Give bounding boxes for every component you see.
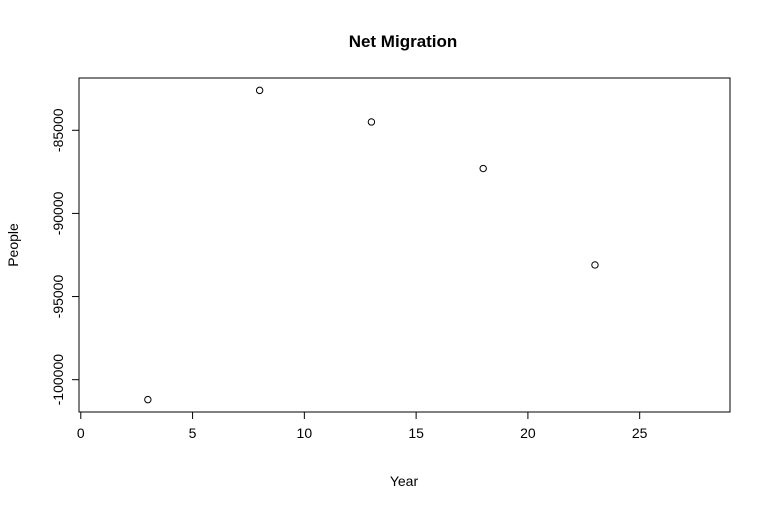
y-axis-label: People bbox=[5, 223, 21, 267]
x-tick-label: 5 bbox=[189, 425, 197, 441]
y-tick-label: -90000 bbox=[50, 191, 66, 235]
data-point bbox=[591, 261, 599, 269]
y-tick-label: -85000 bbox=[50, 108, 66, 152]
x-tick-label: 0 bbox=[77, 425, 85, 441]
x-tick-label: 15 bbox=[408, 425, 424, 441]
data-point bbox=[367, 118, 376, 126]
data-points bbox=[144, 86, 599, 404]
data-point bbox=[255, 86, 264, 95]
x-tick-label: 10 bbox=[297, 425, 313, 441]
x-axis: 0 5 10 15 20 25 bbox=[77, 411, 648, 441]
data-point bbox=[144, 395, 152, 404]
chart-title: Net Migration bbox=[349, 32, 458, 51]
x-axis-label: Year bbox=[390, 473, 419, 489]
x-tick-label: 25 bbox=[632, 425, 648, 441]
y-tick-label: -95000 bbox=[50, 275, 66, 319]
y-tick-label: -100000 bbox=[50, 354, 66, 406]
data-point bbox=[479, 164, 487, 173]
x-tick-label: 20 bbox=[520, 425, 536, 441]
y-axis: -100000 -95000 -90000 -85000 bbox=[50, 108, 80, 406]
